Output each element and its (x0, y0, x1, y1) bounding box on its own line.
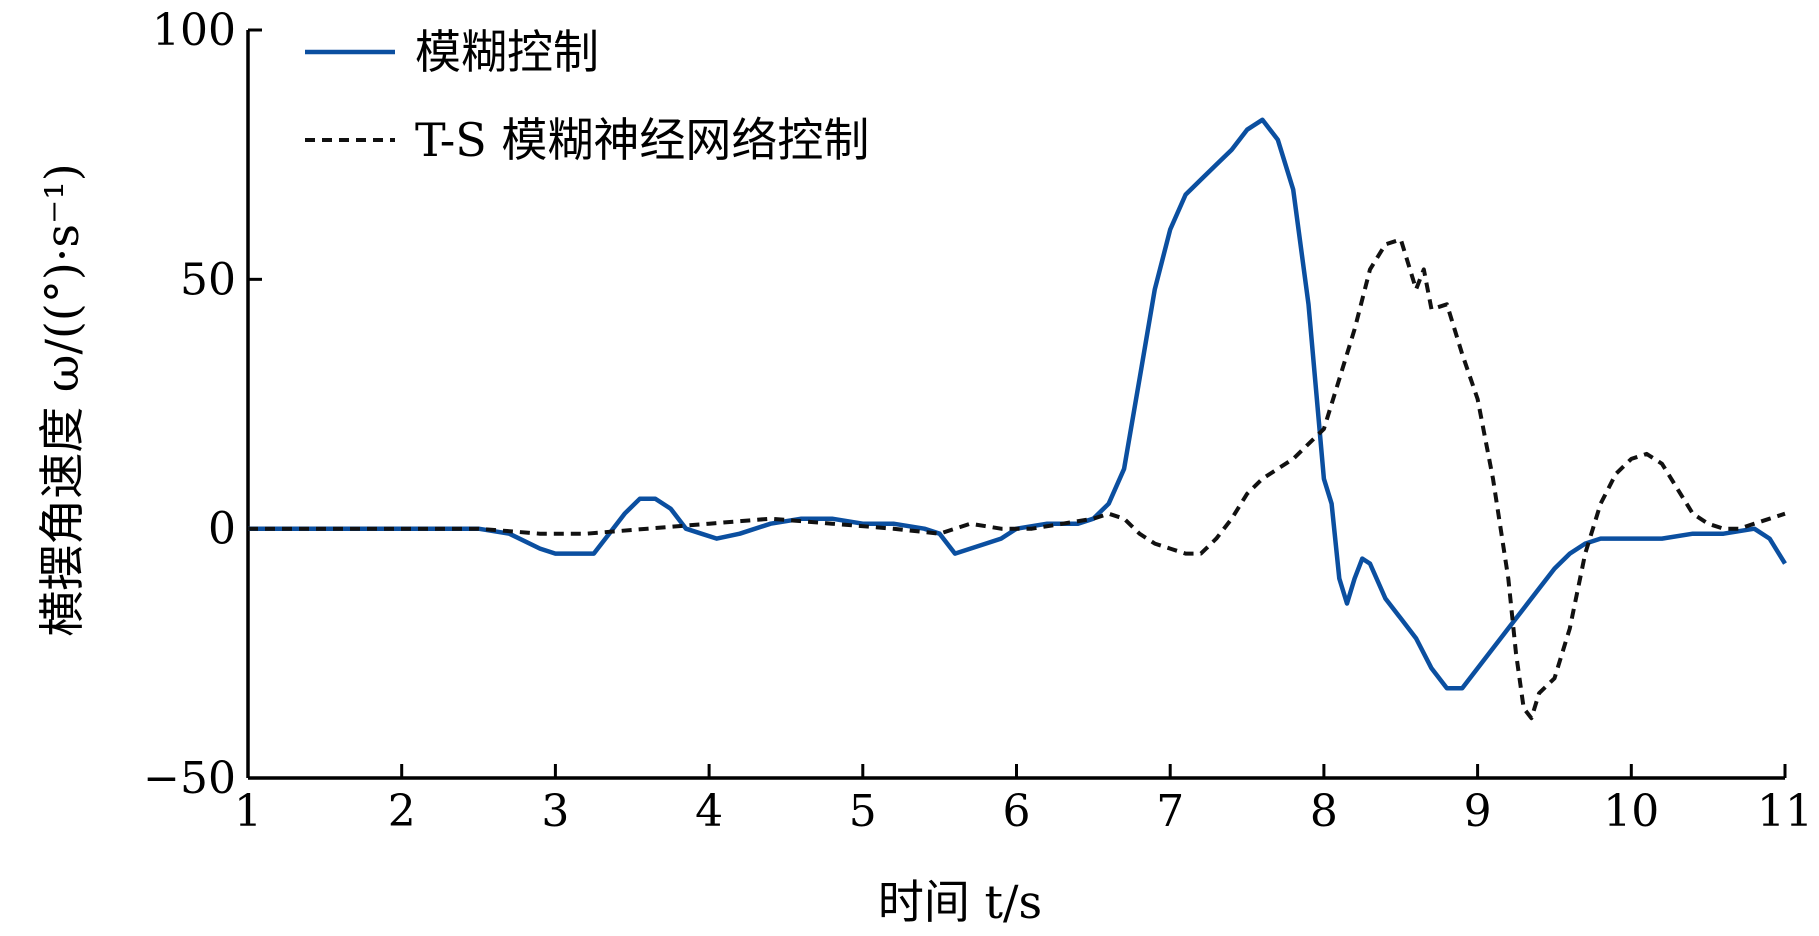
x-tick-label: 9 (1464, 786, 1492, 837)
x-tick-label: 4 (695, 786, 723, 837)
x-tick-label: 3 (541, 786, 569, 837)
y-ticks: −50 0 50 100 (143, 5, 262, 804)
x-tick-label: 2 (388, 786, 416, 837)
y-tick-label: 100 (152, 5, 236, 56)
x-tick-label: 11 (1757, 786, 1813, 837)
x-tick-label: 7 (1156, 786, 1184, 837)
legend-label-fuzzy-control: 模糊控制 (415, 25, 599, 79)
legend: 模糊控制 T-S 模糊神经网络控制 (305, 25, 869, 167)
series-group (248, 117, 1787, 721)
y-tick-label: −50 (143, 753, 236, 804)
legend-label-ts-fnn-control: T-S 模糊神经网络控制 (415, 113, 869, 167)
x-tick-label: 5 (849, 786, 877, 837)
y-tick-label: 50 (180, 254, 236, 305)
y-axis-title: 横摆角速度 ω/((°)·s⁻¹) (35, 163, 89, 636)
x-ticks: 1 2 3 4 5 6 7 8 9 10 11 (234, 764, 1813, 837)
x-tick-label: 10 (1603, 786, 1659, 837)
x-tick-label: 1 (234, 786, 262, 837)
y-tick-label: 0 (208, 504, 236, 555)
x-axis-title: 时间 t/s (878, 875, 1042, 929)
x-tick-label: 8 (1310, 786, 1338, 837)
x-tick-label: 6 (1003, 786, 1031, 837)
series-line-fuzzy-control (248, 117, 1787, 691)
series-line-ts-fnn-control (248, 237, 1786, 721)
